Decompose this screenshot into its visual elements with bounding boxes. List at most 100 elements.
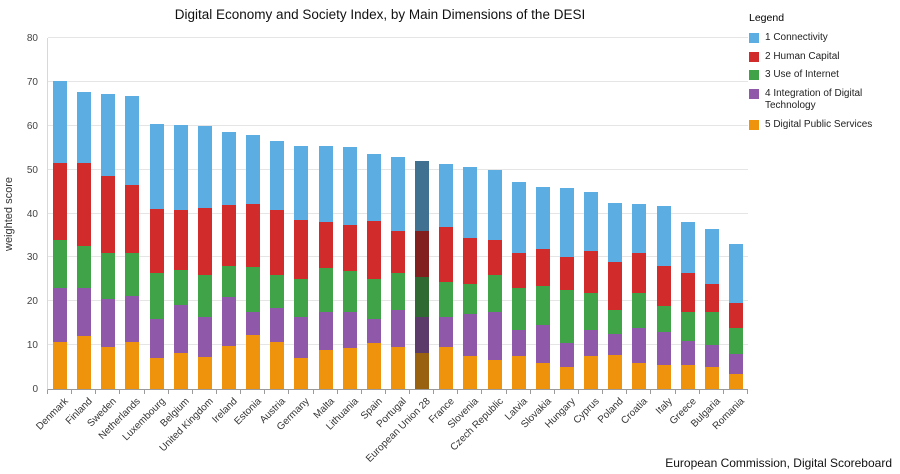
bar-segment-italy-4-integration-of-digital-technology[interactable] [656, 331, 671, 365]
bar-bulgaria[interactable] [704, 228, 719, 389]
bar-segment-european-union-28-5-digital-public-services[interactable] [415, 352, 430, 389]
bar-germany[interactable] [294, 145, 309, 389]
bar-segment-luxembourg-5-digital-public-services[interactable] [149, 358, 164, 389]
bar-segment-luxembourg-3-use-of-internet[interactable] [149, 272, 164, 319]
bar-luxembourg[interactable] [149, 123, 164, 389]
bar-segment-estonia-3-use-of-internet[interactable] [246, 267, 261, 313]
bar-segment-croatia-1-connectivity[interactable] [632, 203, 647, 254]
bar-portugal[interactable] [391, 157, 405, 389]
bar-segment-lithuania-1-connectivity[interactable] [342, 146, 357, 225]
bar-croatia[interactable] [632, 203, 647, 389]
bar-segment-estonia-1-connectivity[interactable] [246, 135, 261, 204]
bar-segment-spain-2-human-capital[interactable] [366, 220, 381, 280]
bar-segment-latvia-4-integration-of-digital-technology[interactable] [511, 329, 526, 357]
bar-segment-poland-3-use-of-internet[interactable] [608, 310, 623, 335]
bar-segment-austria-5-digital-public-services[interactable] [270, 341, 285, 389]
bar-segment-slovakia-2-human-capital[interactable] [535, 248, 550, 286]
bar-segment-austria-1-connectivity[interactable] [270, 140, 285, 211]
bar-segment-latvia-1-connectivity[interactable] [511, 181, 526, 254]
bar-segment-united-kingdom-4-integration-of-digital-technology[interactable] [197, 316, 212, 357]
bar-segment-denmark-5-digital-public-services[interactable] [53, 341, 68, 389]
bar-segment-finland-4-integration-of-digital-technology[interactable] [77, 288, 92, 337]
bar-segment-netherlands-5-digital-public-services[interactable] [125, 341, 140, 389]
bar-segment-germany-4-integration-of-digital-technology[interactable] [294, 316, 309, 359]
bar-segment-cyprus-1-connectivity[interactable] [584, 191, 599, 251]
bar-segment-malta-1-connectivity[interactable] [318, 146, 333, 223]
bar-segment-belgium-4-integration-of-digital-technology[interactable] [173, 305, 188, 353]
bar-segment-italy-1-connectivity[interactable] [656, 205, 671, 267]
bar-segment-malta-5-digital-public-services[interactable] [318, 349, 333, 389]
bar-segment-czech-republic-4-integration-of-digital-technology[interactable] [487, 312, 502, 361]
bar-segment-hungary-2-human-capital[interactable] [559, 257, 574, 291]
bar-segment-european-union-28-1-connectivity[interactable] [415, 160, 430, 232]
bar-segment-romania-1-connectivity[interactable] [728, 244, 743, 304]
bar-malta[interactable] [318, 146, 333, 389]
bar-spain[interactable] [366, 154, 381, 389]
bar-italy[interactable] [656, 205, 671, 389]
bar-segment-france-3-use-of-internet[interactable] [439, 281, 454, 317]
bar-segment-ireland-5-digital-public-services[interactable] [222, 346, 237, 389]
bar-segment-france-4-integration-of-digital-technology[interactable] [439, 316, 454, 348]
bar-segment-ireland-3-use-of-internet[interactable] [222, 266, 237, 297]
bar-segment-sweden-4-integration-of-digital-technology[interactable] [101, 299, 116, 348]
bar-segment-latvia-2-human-capital[interactable] [511, 253, 526, 289]
bar-czech-republic[interactable] [487, 169, 502, 389]
bar-european-union-28[interactable] [415, 160, 430, 389]
bar-united-kingdom[interactable] [197, 125, 212, 389]
bar-segment-czech-republic-1-connectivity[interactable] [487, 169, 502, 240]
bar-segment-spain-1-connectivity[interactable] [366, 154, 381, 221]
bar-segment-france-5-digital-public-services[interactable] [439, 347, 454, 389]
bar-segment-netherlands-4-integration-of-digital-technology[interactable] [125, 295, 140, 342]
bar-segment-croatia-5-digital-public-services[interactable] [632, 362, 647, 389]
bar-segment-luxembourg-4-integration-of-digital-technology[interactable] [149, 318, 164, 359]
bar-segment-portugal-5-digital-public-services[interactable] [391, 347, 405, 389]
bar-slovenia[interactable] [463, 167, 478, 389]
bar-france[interactable] [439, 164, 454, 389]
bar-segment-latvia-5-digital-public-services[interactable] [511, 356, 526, 389]
bar-segment-lithuania-3-use-of-internet[interactable] [342, 270, 357, 313]
bar-segment-croatia-2-human-capital[interactable] [632, 253, 647, 293]
bar-segment-finland-3-use-of-internet[interactable] [77, 246, 92, 289]
bar-segment-croatia-4-integration-of-digital-technology[interactable] [632, 327, 647, 363]
bar-segment-portugal-4-integration-of-digital-technology[interactable] [391, 310, 405, 348]
bar-segment-spain-3-use-of-internet[interactable] [366, 279, 381, 319]
legend-item-3-use-of-internet[interactable]: 3 Use of Internet [749, 69, 896, 82]
bar-segment-slovakia-1-connectivity[interactable] [535, 187, 550, 249]
bar-segment-netherlands-3-use-of-internet[interactable] [125, 252, 140, 296]
bar-segment-malta-3-use-of-internet[interactable] [318, 268, 333, 313]
bar-segment-bulgaria-5-digital-public-services[interactable] [704, 367, 719, 389]
bar-segment-lithuania-4-integration-of-digital-technology[interactable] [342, 312, 357, 349]
bar-belgium[interactable] [173, 124, 188, 389]
bar-segment-finland-2-human-capital[interactable] [77, 163, 92, 247]
bar-segment-latvia-3-use-of-internet[interactable] [511, 288, 526, 330]
bar-denmark[interactable] [53, 80, 68, 389]
bar-segment-poland-5-digital-public-services[interactable] [608, 354, 623, 389]
bar-segment-finland-1-connectivity[interactable] [77, 91, 92, 164]
bar-finland[interactable] [77, 91, 92, 389]
bar-segment-luxembourg-1-connectivity[interactable] [149, 123, 164, 210]
bar-segment-denmark-1-connectivity[interactable] [53, 80, 68, 164]
bar-segment-italy-2-human-capital[interactable] [656, 266, 671, 306]
bar-segment-belgium-3-use-of-internet[interactable] [173, 270, 188, 306]
bar-segment-denmark-3-use-of-internet[interactable] [53, 239, 68, 289]
bar-segment-romania-4-integration-of-digital-technology[interactable] [728, 353, 743, 374]
bar-segment-cyprus-4-integration-of-digital-technology[interactable] [584, 329, 599, 357]
bar-segment-austria-2-human-capital[interactable] [270, 210, 285, 275]
bar-segment-romania-2-human-capital[interactable] [728, 303, 743, 328]
bar-segment-sweden-2-human-capital[interactable] [101, 176, 116, 254]
bar-segment-germany-1-connectivity[interactable] [294, 145, 309, 221]
bar-segment-greece-1-connectivity[interactable] [680, 222, 695, 273]
bar-segment-slovenia-5-digital-public-services[interactable] [463, 356, 478, 389]
bar-segment-portugal-2-human-capital[interactable] [391, 231, 405, 273]
bar-segment-sweden-5-digital-public-services[interactable] [101, 347, 116, 389]
bar-segment-slovakia-5-digital-public-services[interactable] [535, 362, 550, 389]
legend-item-2-human-capital[interactable]: 2 Human Capital [749, 51, 896, 64]
bar-segment-hungary-1-connectivity[interactable] [559, 188, 574, 258]
bar-slovakia[interactable] [535, 187, 550, 389]
bar-segment-romania-5-digital-public-services[interactable] [728, 373, 743, 389]
bar-segment-lithuania-5-digital-public-services[interactable] [342, 348, 357, 389]
bar-lithuania[interactable] [342, 146, 357, 389]
bar-segment-estonia-2-human-capital[interactable] [246, 203, 261, 268]
bar-segment-italy-5-digital-public-services[interactable] [656, 364, 671, 389]
bar-segment-malta-2-human-capital[interactable] [318, 222, 333, 269]
